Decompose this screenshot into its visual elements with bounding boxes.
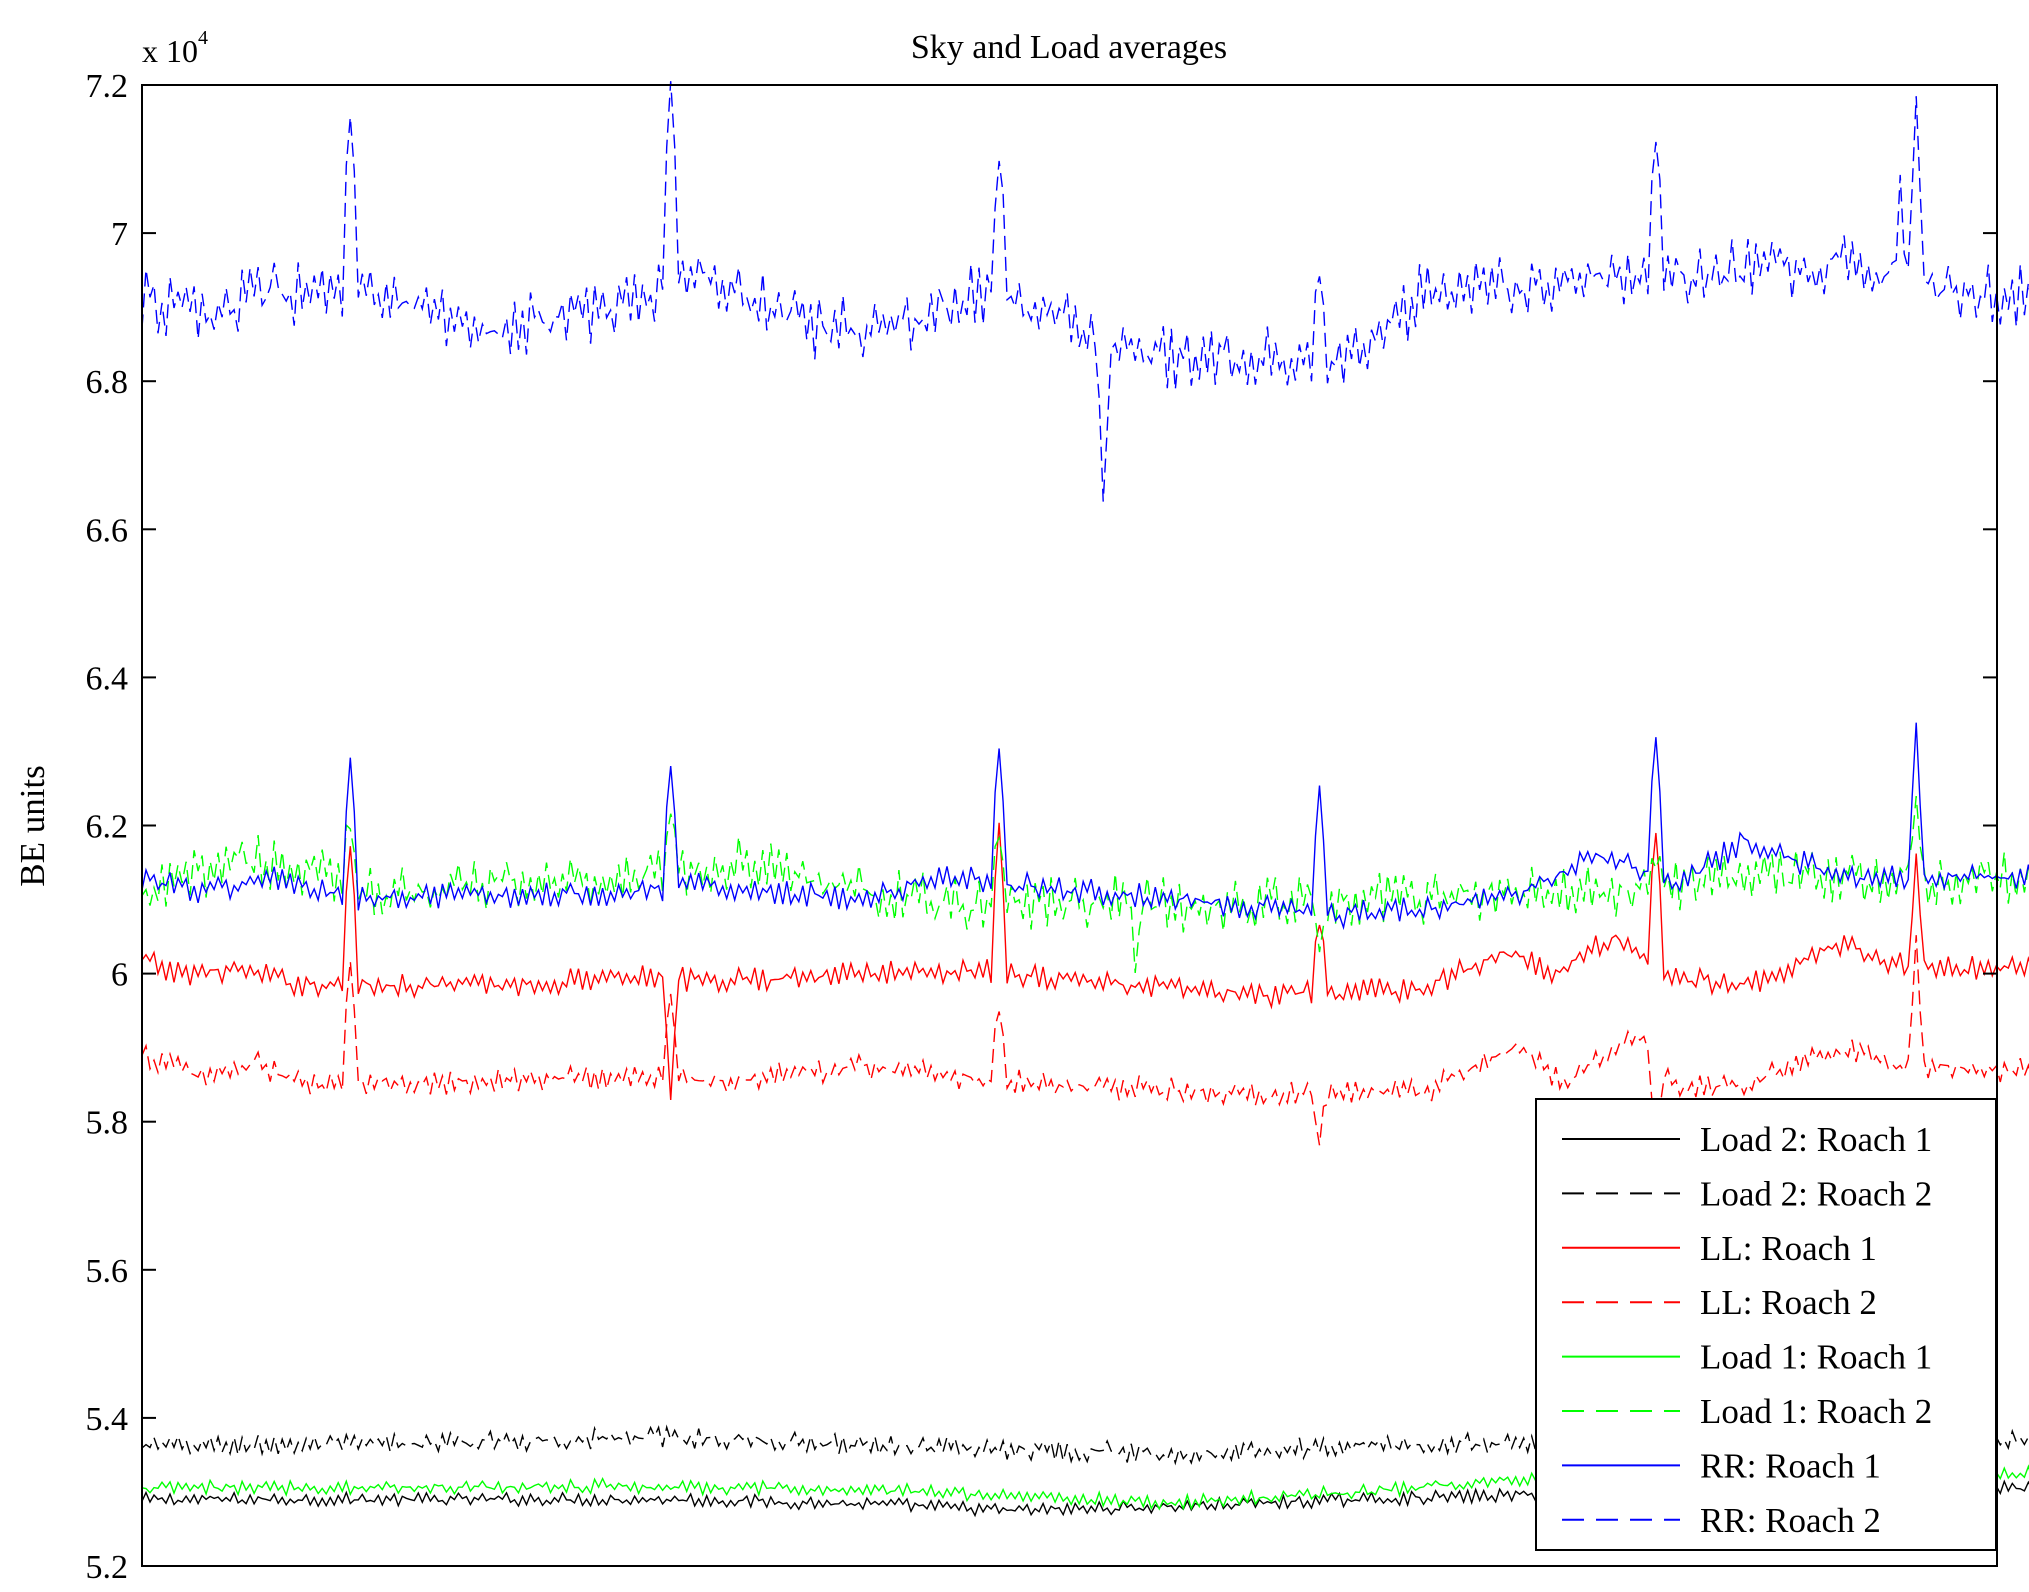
series-line-ll-roach-1 (141, 822, 2029, 1100)
legend-label: LL: Roach 2 (1700, 1283, 1877, 1322)
legend-label: Load 2: Roach 2 (1700, 1174, 1932, 1213)
legend-items: Load 2: Roach 1 Load 2: Roach 2 LL: Roach … (1562, 1120, 1932, 1540)
legend-label: LL: Roach 1 (1700, 1229, 1877, 1268)
chart-title: Sky and Load averages (911, 29, 1227, 66)
y-tick-label: 6.8 (86, 364, 129, 401)
y-tick-label: 6.2 (86, 809, 129, 846)
y-multiplier-base: x 10 (142, 33, 198, 69)
legend-label: RR: Roach 1 (1700, 1446, 1881, 1485)
y-axis-multiplier: x 104 (142, 27, 208, 69)
y-tick-label: 5.2 (86, 1549, 129, 1586)
legend-box (1535, 1098, 1997, 1551)
legend-label: Load 1: Roach 1 (1700, 1338, 1932, 1377)
y-multiplier-exponent: 4 (198, 27, 208, 49)
series-line-rr-roach-2 (141, 81, 2029, 502)
legend: Load 2: Roach 1 Load 2: Roach 2 LL: Roach … (1535, 1098, 1997, 1551)
y-tick-label: 5.4 (86, 1401, 129, 1438)
y-tick-label: 5.6 (86, 1253, 129, 1290)
y-tick-label: 7 (111, 216, 128, 253)
legend-label: Load 1: Roach 2 (1700, 1392, 1932, 1431)
y-tick-label: 6.6 (86, 512, 129, 549)
y-tick-label: 5.8 (86, 1105, 129, 1142)
y-tick-label: 7.2 (86, 68, 129, 105)
y-axis-label: BE units (13, 765, 52, 887)
y-tick-label: 6 (111, 957, 128, 994)
legend-label: RR: Roach 2 (1700, 1501, 1881, 1540)
series-line-ll-roach-2 (141, 935, 2029, 1158)
series-line-rr-roach-1 (141, 722, 2029, 931)
y-tick-label: 6.4 (86, 660, 129, 697)
legend-label: Load 2: Roach 1 (1700, 1120, 1932, 1159)
